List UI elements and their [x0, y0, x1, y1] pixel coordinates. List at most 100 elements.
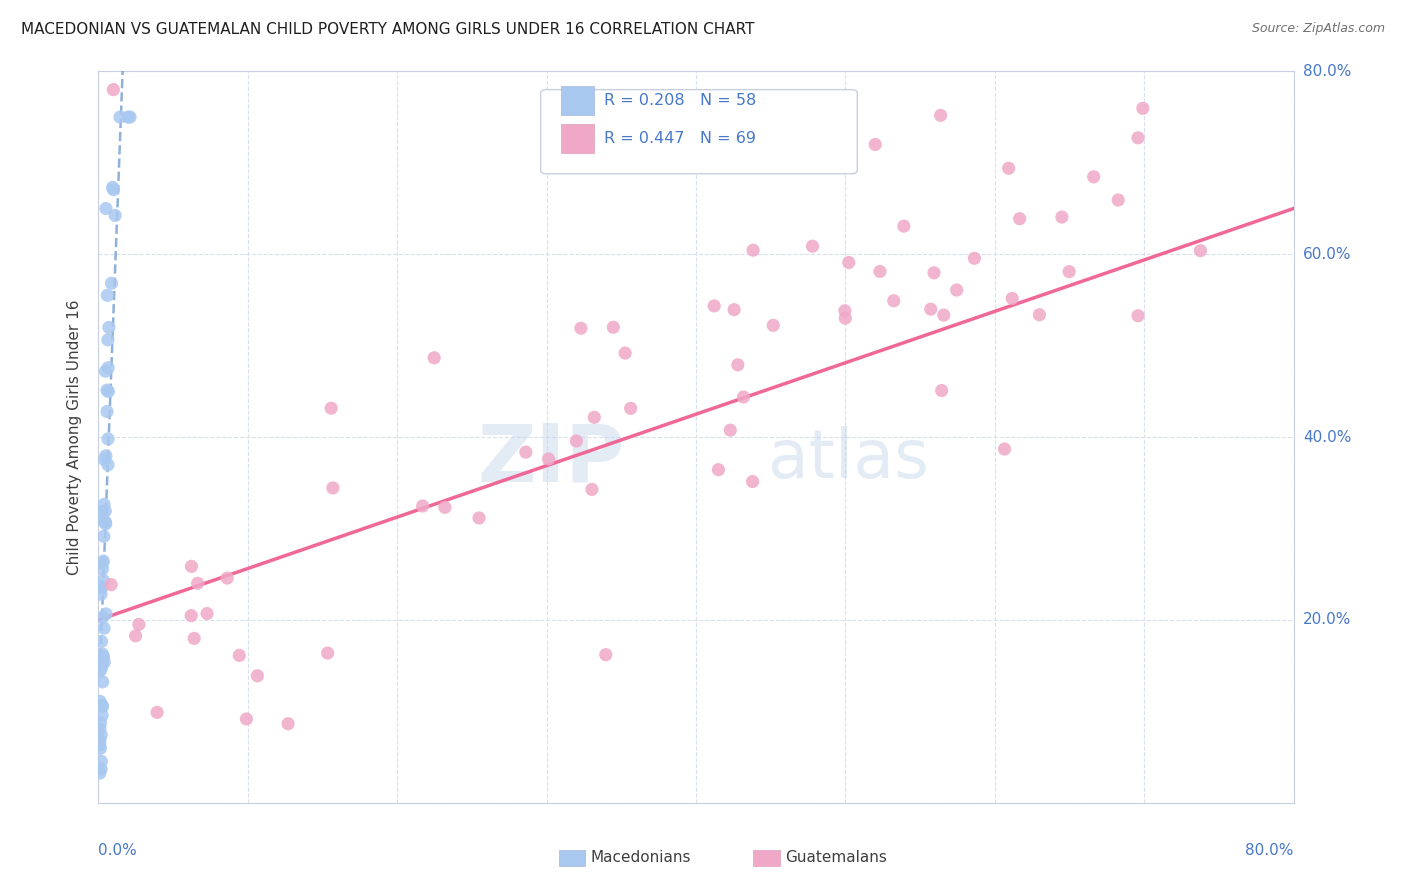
Point	[100, 277, 122, 291]
Point	[929, 108, 952, 122]
Point	[104, 209, 127, 223]
Text: R = 0.208   N = 58: R = 0.208 N = 58	[605, 93, 756, 108]
Point	[94, 504, 117, 518]
Point	[1189, 244, 1212, 258]
Point	[101, 180, 124, 194]
Point	[838, 255, 860, 269]
Text: ZIP: ZIP	[477, 420, 624, 498]
Point	[187, 576, 209, 591]
Point	[128, 617, 150, 632]
Point	[90, 587, 112, 601]
Point	[93, 621, 115, 635]
Point	[91, 647, 114, 661]
Text: R = 0.447   N = 69: R = 0.447 N = 69	[605, 131, 756, 146]
Point	[920, 302, 942, 317]
Point	[997, 161, 1019, 176]
Text: Macedonians: Macedonians	[591, 850, 692, 865]
Point	[94, 449, 117, 463]
Point	[103, 183, 125, 197]
Point	[97, 333, 120, 347]
Point	[93, 514, 115, 528]
Point	[1107, 193, 1129, 207]
Point	[595, 648, 617, 662]
Point	[537, 452, 560, 467]
Point	[94, 515, 117, 529]
Point	[321, 401, 343, 416]
Point	[180, 559, 202, 574]
Point	[723, 302, 745, 317]
FancyBboxPatch shape	[561, 86, 595, 115]
Point	[90, 716, 112, 731]
Point	[865, 137, 887, 152]
Point	[412, 499, 434, 513]
Point	[1126, 309, 1149, 323]
Point	[869, 264, 891, 278]
Point	[90, 728, 112, 742]
Point	[90, 662, 112, 676]
Point	[91, 562, 114, 576]
Point	[565, 434, 588, 448]
Point	[94, 202, 117, 216]
Point	[316, 646, 339, 660]
Point	[993, 442, 1015, 456]
Text: atlas: atlas	[768, 426, 928, 492]
Text: Guatemalans: Guatemalans	[786, 850, 887, 865]
Text: 80.0%: 80.0%	[1246, 843, 1294, 858]
Point	[97, 320, 120, 334]
Point	[834, 303, 856, 318]
Point	[277, 716, 299, 731]
Point	[963, 252, 986, 266]
Point	[217, 571, 239, 585]
Point	[922, 266, 945, 280]
Point	[834, 311, 856, 326]
Point	[90, 580, 112, 594]
Point	[718, 423, 741, 437]
Point	[97, 432, 120, 446]
FancyBboxPatch shape	[541, 90, 858, 174]
Point	[433, 500, 456, 515]
Point	[103, 82, 125, 96]
Point	[1050, 210, 1073, 224]
Point	[108, 110, 131, 124]
Point	[94, 516, 117, 531]
Point	[91, 505, 114, 519]
Point	[423, 351, 446, 365]
Point	[93, 529, 115, 543]
Point	[120, 110, 142, 124]
Point	[614, 346, 637, 360]
Point	[932, 308, 955, 322]
Point	[583, 410, 606, 425]
Text: 40.0%: 40.0%	[1303, 430, 1351, 444]
Point	[741, 475, 763, 489]
Point	[183, 632, 205, 646]
Point	[1132, 101, 1154, 115]
Point	[93, 554, 115, 568]
Point	[581, 483, 603, 497]
Point	[89, 722, 111, 736]
Point	[96, 383, 118, 397]
Point	[1057, 265, 1080, 279]
Point	[893, 219, 915, 234]
Point	[89, 664, 111, 678]
Point	[931, 384, 953, 398]
Point	[1001, 292, 1024, 306]
Point	[89, 738, 111, 752]
Point	[1008, 211, 1031, 226]
Point	[515, 445, 537, 459]
Point	[742, 244, 765, 258]
Point	[727, 358, 749, 372]
FancyBboxPatch shape	[561, 124, 595, 153]
Point	[228, 648, 250, 663]
Point	[89, 733, 111, 747]
Text: 20.0%: 20.0%	[1303, 613, 1351, 627]
Point	[100, 577, 122, 591]
Point	[91, 708, 114, 723]
Point	[90, 634, 112, 648]
Point	[91, 573, 114, 587]
Text: MACEDONIAN VS GUATEMALAN CHILD POVERTY AMONG GIRLS UNDER 16 CORRELATION CHART: MACEDONIAN VS GUATEMALAN CHILD POVERTY A…	[21, 22, 755, 37]
Point	[97, 360, 120, 375]
Point	[883, 293, 905, 308]
Point	[1126, 131, 1149, 145]
Y-axis label: Child Poverty Among Girls Under 16: Child Poverty Among Girls Under 16	[67, 300, 83, 574]
Point	[91, 674, 114, 689]
